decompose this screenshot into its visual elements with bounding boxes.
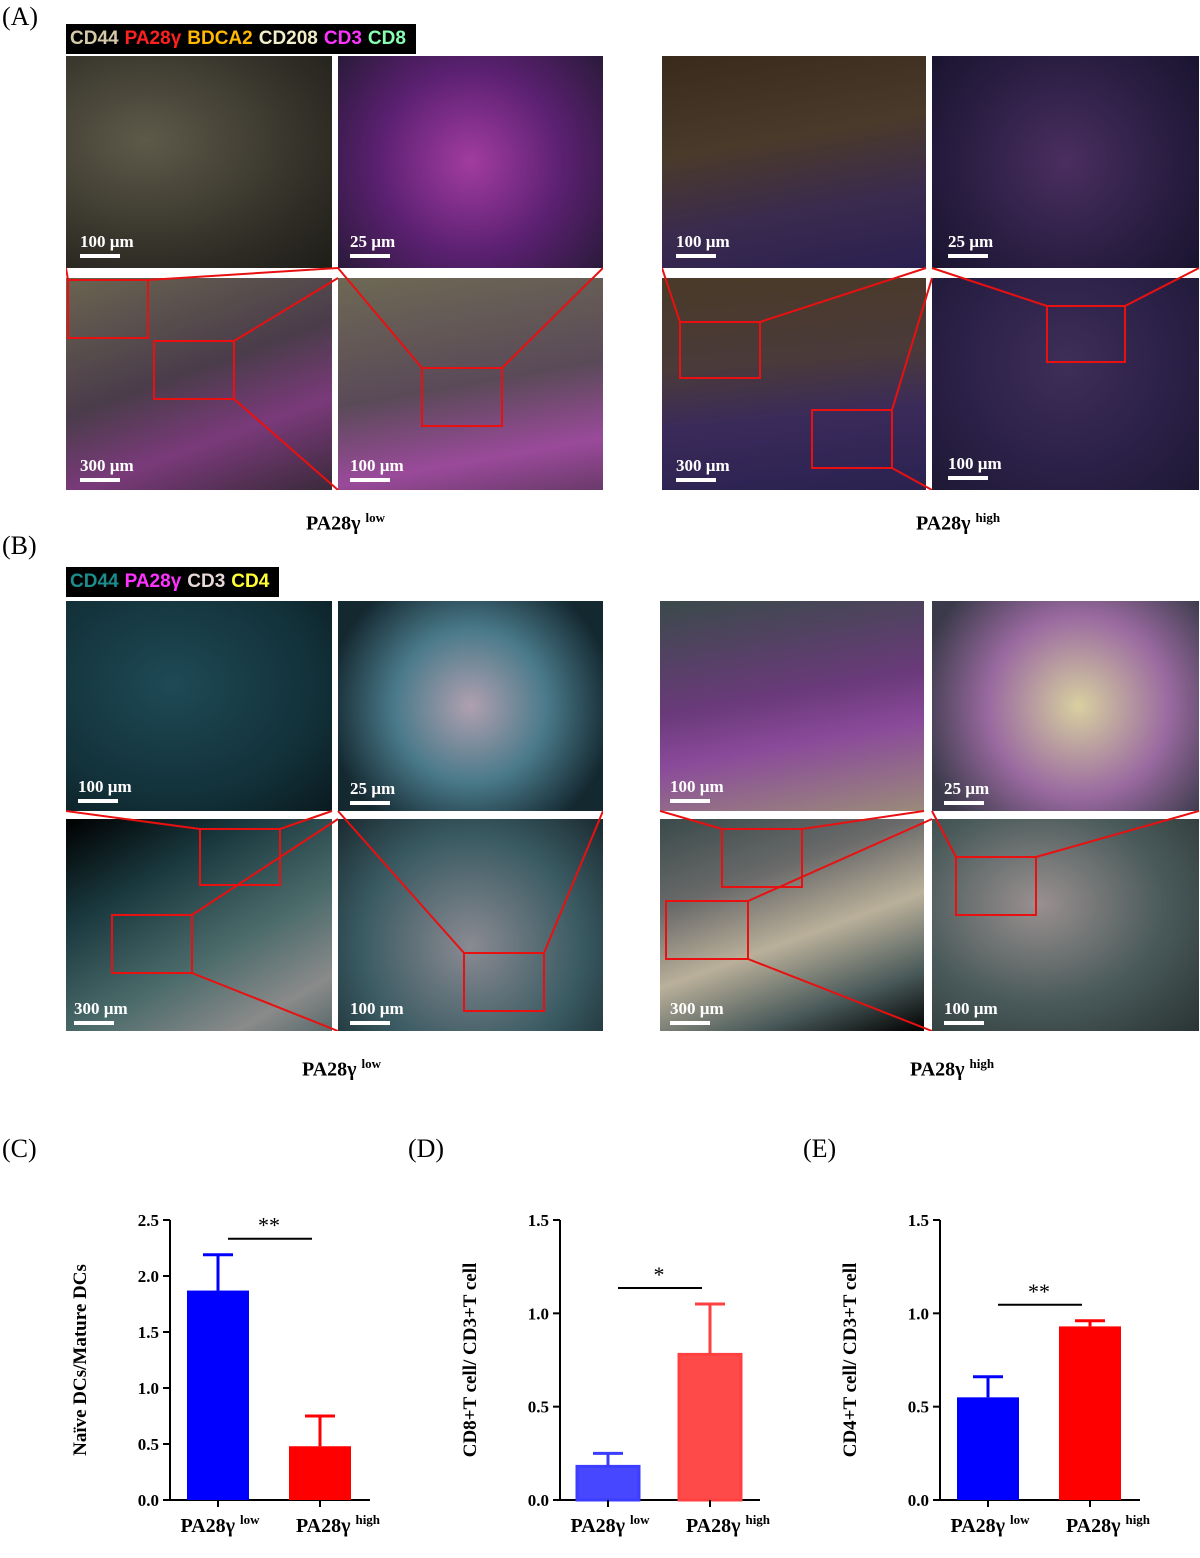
zoom-lines-b-high [660,810,1199,1031]
legend-cd208: CD208 [258,28,318,49]
micrograph-b-high-top-right: 25 µm [932,601,1199,811]
bar-high [677,1352,743,1502]
y-axis-label: CD8+T cell/ CD3+T cell [460,1263,481,1458]
legend-cd44: CD44 [70,571,119,592]
significance-marker: * [654,1262,665,1287]
x-tick-label: PA28γ low [950,1512,1030,1537]
panel-c-label: (C) [2,1134,37,1163]
y-tick-label: 1.5 [528,1211,549,1230]
y-tick-label: 0.0 [138,1491,159,1510]
micrograph-a-low-top-left: 100 µm [66,56,332,268]
zoom-lines-a-low [66,267,603,490]
bar-low [957,1397,1019,1500]
x-tick-label: PA28γ low [570,1512,650,1537]
micrograph-a-high-bottom-left: 300 µm [662,278,926,490]
y-axis-label: Naïve DCs/Mature DCs [70,1264,91,1456]
x-tick-label: PA28γ low [180,1512,260,1537]
y-tick-label: 1.0 [138,1379,159,1398]
y-tick-label: 0.5 [528,1398,549,1417]
chart-e: CD4+T cell/ CD3+T cell 0.0 0.5 1.0 1.5 PA28γ … [840,1211,1151,1537]
bar-low [187,1290,249,1500]
y-tick-label: 0.5 [908,1398,929,1417]
panel-d-label: (D) [408,1134,445,1163]
panel-a-high-montage: 100 µm 25 µm 300 µm 100 µm [662,56,1199,490]
x-tick-label: PA28γ high [296,1512,381,1537]
legend-cd3: CD3 [187,571,226,592]
y-tick-label: 1.5 [908,1211,929,1230]
panel-b-low-montage: 100 µm 25 µm 300 µm 100 µm [66,601,603,1031]
legend-cd4: CD4 [231,571,270,592]
legend-bdca2: BDCA2 [187,28,253,49]
legend-pa28g: PA28γ [124,571,182,592]
legend-cd8: CD8 [367,28,406,49]
x-tick-label: PA28γ high [1066,1512,1151,1537]
y-tick-label: 1.0 [528,1304,549,1323]
bar-low [575,1464,641,1502]
group-label-b-low: PA28γ low [302,1056,382,1081]
bar-high [289,1446,351,1500]
micrograph-a-high-bottom-right: 100 µm [932,278,1199,490]
micrograph-b-high-bottom-right: 100 µm [932,819,1199,1031]
panel-a-low-montage: 100 µm 25 µm 300 µm 100 µm [66,56,603,490]
micrograph-a-low-top-right: 25 µm [338,56,603,268]
y-tick-label: 2.0 [138,1267,159,1286]
y-tick-label: 0.0 [528,1491,549,1510]
micrograph-a-low-bottom-left: 300 µm [66,278,332,490]
bar-high [1059,1326,1121,1500]
significance-marker: ** [258,1213,280,1238]
group-label-a-low: PA28γ low [306,510,386,535]
micrograph-b-high-top-left: 100 µm [660,601,924,811]
panel-e-label: (E) [803,1134,837,1163]
panel-b-high-montage: 100 µm 25 µm 300 µm 100 µm [660,601,1199,1031]
y-tick-label: 1.5 [138,1323,159,1342]
y-tick-label: 1.0 [908,1304,929,1323]
micrograph-b-low-bottom-right: 100 µm [338,819,603,1031]
group-label-b-high: PA28γ high [910,1056,995,1081]
zoom-lines-b-low [66,810,603,1031]
legend-cd44: CD44 [70,28,119,49]
x-tick-label: PA28γ high [686,1512,771,1537]
panel-a-legend: CD44 PA28γ BDCA2 CD208 CD3 CD8 [66,24,416,54]
legend-cd3: CD3 [323,28,362,49]
y-tick-label: 0.5 [138,1435,159,1454]
chart-c: Naïve DCs/Mature DCs 0.0 0.5 1.0 1.5 2.0 2.5 PA… [70,1211,381,1537]
micrograph-b-low-top-right: 25 µm [338,601,603,811]
y-tick-label: 0.0 [908,1491,929,1510]
y-tick-label: 2.5 [138,1211,159,1230]
micrograph-b-low-top-left: 100 µm [66,601,332,811]
y-axis-label: CD4+T cell/ CD3+T cell [840,1263,861,1458]
legend-pa28g: PA28γ [124,28,182,49]
micrograph-b-high-bottom-left: 300 µm [660,819,924,1031]
chart-d: CD8+T cell/ CD3+T cell 0.0 0.5 1.0 1.5 PA28γ … [460,1211,771,1537]
panel-a-label: (A) [2,2,39,31]
micrograph-a-low-bottom-right: 100 µm [338,278,603,490]
micrograph-a-high-top-right: 25 µm [932,56,1199,268]
panel-b-label: (B) [2,531,37,560]
significance-marker: ** [1028,1279,1050,1304]
panel-b-legend: CD44 PA28γ CD3 CD4 [66,567,280,597]
micrograph-a-high-top-left: 100 µm [662,56,926,268]
zoom-lines-a-high [662,267,1199,490]
group-label-a-high: PA28γ high [916,510,1001,535]
